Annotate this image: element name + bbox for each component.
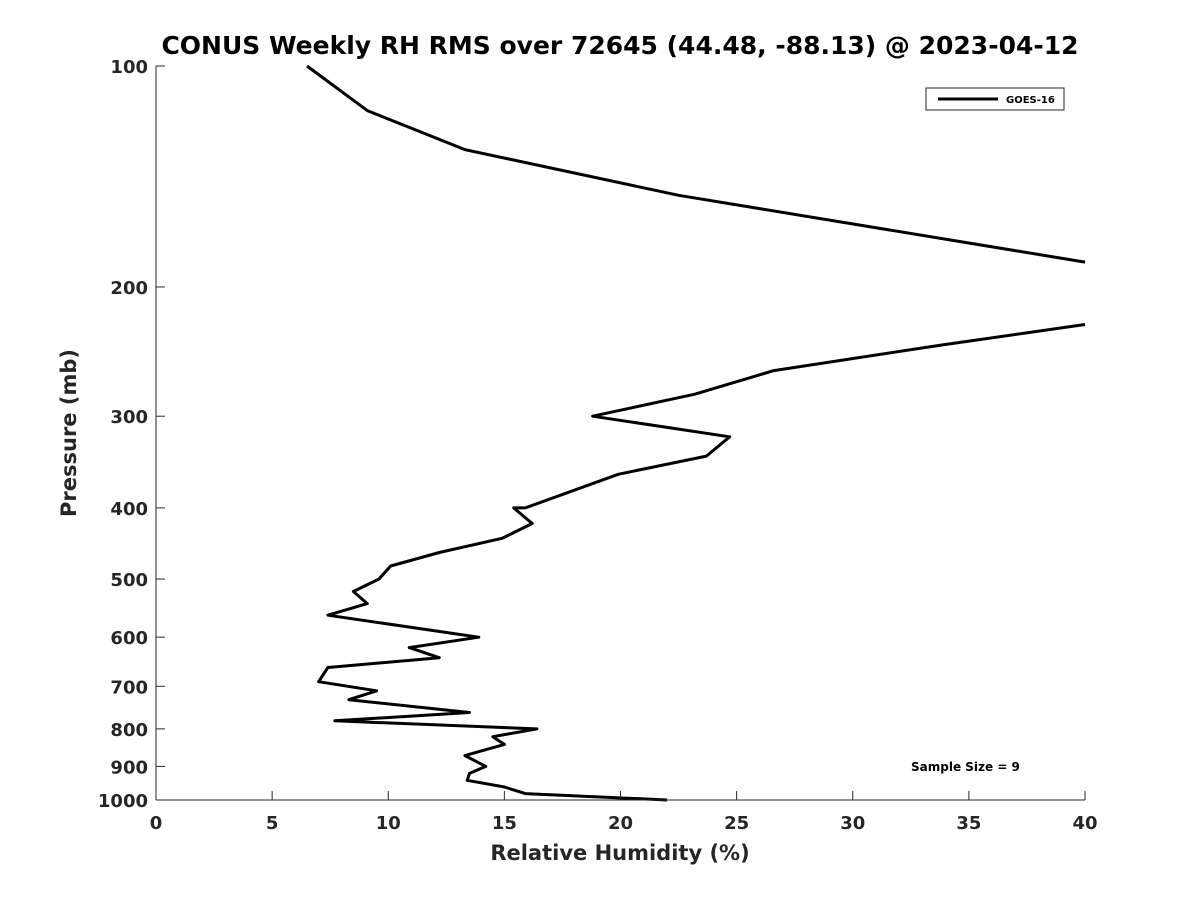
y-tick-label: 500	[110, 570, 148, 591]
y-tick-label: 300	[110, 407, 148, 428]
plot-area	[155, 64, 1086, 802]
y-tick-label: 900	[110, 757, 148, 778]
y-axis-label: Pressure (mb)	[57, 349, 81, 517]
x-tick-label: 5	[266, 813, 279, 834]
x-tick-label: 35	[956, 813, 981, 834]
series-line-goes-16	[306, 64, 1086, 802]
y-tick-label: 800	[110, 720, 148, 741]
x-tick-label: 40	[1072, 813, 1097, 834]
x-tick-label: 30	[840, 813, 865, 834]
y-tick-label: 1000	[98, 791, 148, 812]
x-tick-label: 20	[608, 813, 633, 834]
legend: GOES-16	[925, 87, 1065, 111]
x-axis-label: Relative Humidity (%)	[490, 841, 749, 865]
y-tick-label: 700	[110, 677, 148, 698]
sample-size-annotation: Sample Size = 9	[911, 760, 1020, 774]
x-tick-label: 0	[150, 813, 163, 834]
y-tick-label: 600	[110, 628, 148, 649]
x-tick-label: 15	[492, 813, 517, 834]
y-axis-ticks: 100 200 300 400 500 600 700 800 900 1000	[98, 57, 165, 812]
x-axis-ticks: 0 5 10 15 20 25 30 35 40	[150, 791, 1098, 834]
y-tick-label: 200	[110, 278, 148, 299]
y-tick-label: 400	[110, 499, 148, 520]
plot-background	[156, 66, 1085, 800]
x-tick-label: 25	[724, 813, 749, 834]
legend-entry-goes-16: GOES-16	[1006, 95, 1055, 106]
x-tick-label: 10	[376, 813, 401, 834]
chart-title: CONUS Weekly RH RMS over 72645 (44.48, -…	[161, 31, 1078, 60]
y-tick-label: 100	[110, 57, 148, 78]
